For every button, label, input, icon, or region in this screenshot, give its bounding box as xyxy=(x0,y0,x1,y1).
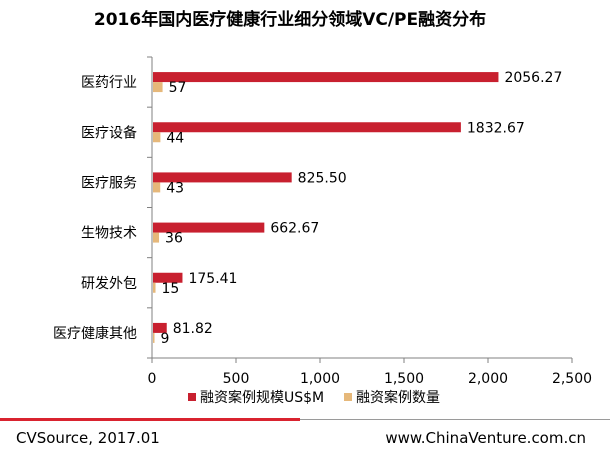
amount-data-label: 1832.67 xyxy=(467,120,525,136)
website-text: www.ChinaVenture.com.cn xyxy=(385,429,586,447)
x-tick-label: 2,500 xyxy=(552,371,592,387)
count-data-label: 15 xyxy=(162,281,180,297)
count-data-label: 36 xyxy=(165,231,183,247)
legend: 融资案例规模US$M 融资案例数量 xyxy=(188,389,440,406)
amount-data-label: 2056.27 xyxy=(504,70,562,86)
source-text: CVSource, 2017.01 xyxy=(16,429,160,447)
legend-swatch xyxy=(188,393,196,401)
x-tick-label: 2,000 xyxy=(468,371,508,387)
x-tick-label: 500 xyxy=(223,371,250,387)
legend-label: 融资案例数量 xyxy=(356,389,440,406)
category-label: 医疗服务 xyxy=(81,175,137,191)
category-label: 医疗健康其他 xyxy=(53,325,137,342)
chart-title: 2016年国内医疗健康行业细分领域VC/PE融资分布 xyxy=(94,9,486,30)
plot-area: 0 500 1,000 1,500 2,000 2,500 医药行业 2056.27 57 医疗设… xyxy=(53,56,592,387)
amount-data-label: 175.41 xyxy=(188,271,237,287)
bar-deal-count xyxy=(153,182,161,193)
legend-swatch xyxy=(344,393,352,401)
bar-deal-count xyxy=(153,82,163,93)
bar-funding-amount xyxy=(153,322,167,333)
category-label: 研发外包 xyxy=(81,276,137,292)
count-data-label: 57 xyxy=(169,80,187,96)
footer-red-rule xyxy=(0,418,300,421)
footer-gray-rule xyxy=(300,419,610,420)
x-tick-label: 0 xyxy=(148,371,157,387)
count-data-label: 9 xyxy=(161,331,170,347)
category-label: 医药行业 xyxy=(81,75,137,91)
footer: CVSource, 2017.01 www.ChinaVenture.com.c… xyxy=(0,418,610,447)
amount-data-label: 81.82 xyxy=(173,321,213,337)
bar-funding-amount xyxy=(153,122,461,133)
bar-funding-amount xyxy=(153,222,265,233)
bar-funding-amount xyxy=(153,172,292,183)
amount-data-label: 825.50 xyxy=(298,170,347,186)
x-tick-label: 1,500 xyxy=(384,371,424,387)
amount-data-label: 662.67 xyxy=(270,221,319,237)
count-data-label: 44 xyxy=(166,130,184,146)
category-label: 生物技术 xyxy=(81,226,137,242)
count-data-label: 43 xyxy=(166,180,184,196)
category-label: 医疗设备 xyxy=(81,124,137,141)
bar-deal-count xyxy=(153,232,160,243)
x-tick-label: 1,000 xyxy=(300,371,340,387)
bar-deal-count xyxy=(153,132,161,143)
bar-deal-count xyxy=(153,332,155,343)
legend-label: 融资案例规模US$M xyxy=(200,389,324,406)
bar-deal-count xyxy=(153,282,156,293)
bar-funding-amount xyxy=(153,72,499,83)
bar-funding-amount xyxy=(153,272,183,283)
